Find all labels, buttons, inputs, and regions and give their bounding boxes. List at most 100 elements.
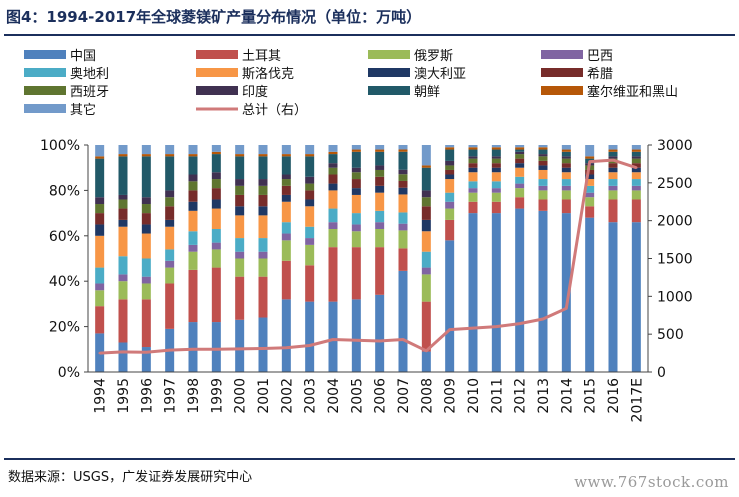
x-tick-label: 2000 [233,378,249,414]
bar-segment [468,158,478,164]
total-point [191,348,195,351]
legend-swatch [368,68,410,77]
bar-segment [375,145,385,150]
bar-segment [235,179,245,186]
bar-segment [608,179,618,186]
bar-segment [305,176,315,184]
bar-segment [305,145,315,155]
bar-segment [305,206,315,227]
bar-segment [585,145,595,157]
bar-segment [398,270,408,372]
bar-segment [631,145,641,150]
bar-segment [375,185,385,193]
total-point [238,347,241,351]
bar-segment [141,145,151,155]
bar-segment [585,197,595,207]
bar-segment [118,199,128,209]
legend-swatch [24,86,66,95]
bar-segment [211,322,221,372]
bar-segment [468,181,478,189]
bar-segment [608,185,618,191]
bar-segment [375,149,385,152]
bar-segment [235,258,245,277]
bar-segment [445,201,455,209]
bar-segment [328,222,338,229]
bar-segment [165,206,175,220]
bar-segment [398,169,408,175]
bar-segment [375,228,385,248]
bar-segment [165,267,175,284]
y-tick-label-left: 80% [49,183,80,199]
x-tick-label: 2002 [279,378,295,414]
bar-segment [188,322,198,372]
total-point [285,346,288,349]
bar-segment [585,185,595,193]
legend-swatch [368,86,410,95]
bar-segment [165,219,175,227]
total-point [308,344,311,347]
total-point [261,347,265,350]
bar-segment [631,179,641,186]
bar-segment [631,163,641,168]
bar-segment [141,224,151,234]
bar-segment [351,145,361,150]
bar-segment [211,188,221,200]
legend-label: 朝鲜 [414,85,440,100]
bar-segment [351,247,361,300]
bar-segment [608,172,618,180]
legend-swatch [24,104,66,113]
bar-segment [561,151,571,157]
bar-segment [258,238,268,252]
bar-segment [491,201,501,214]
bar-segment [118,154,128,157]
bar-segment [561,185,571,191]
bar-segment [538,160,548,166]
bar-segment [351,224,361,232]
bar-segment [141,197,151,205]
legend-label: 澳大利亚 [414,66,466,82]
total-point [168,348,171,352]
bar-segment [211,145,221,152]
bar-segment [631,222,641,372]
y-tick-label-left: 0% [58,365,80,381]
bar-segment [421,267,431,275]
bar-segment [491,213,501,372]
bar-segment [305,244,315,266]
bar-segment [258,317,268,372]
bar-segment [95,145,105,157]
legend-label: 印度 [242,84,268,100]
legend-label: 其它 [70,102,96,118]
legend-label: 西班牙 [70,85,109,100]
bar-segment [305,183,315,191]
bar-segment [328,163,338,168]
bar-segment [445,208,455,220]
bar-segment [165,197,175,207]
legend-swatch [196,68,238,77]
y-tick-label-left: 40% [49,274,80,290]
bar-segment [305,238,315,245]
bar-segment [281,185,291,195]
bar-segment [118,156,128,195]
bar-segment [118,274,128,282]
bar-segment [491,167,501,173]
bar-segment [328,208,338,223]
bar-segment [328,145,338,152]
bar-segment [491,147,501,150]
bar-segment [538,147,548,150]
source-note: 数据来源：USGS，广发证券发展研究中心 [8,470,253,485]
bar-segment [561,156,571,159]
bar-segment [631,172,641,180]
x-tick-label: 2006 [373,378,389,414]
chart-axes: 0% 20% 40% 60% 80% 100% 0 500 1000 1500 2000 2500 30… [40,138,693,422]
bar-segment [515,163,525,168]
bar-segment [375,192,385,211]
bar-segment [515,176,525,184]
total-point [215,348,218,351]
bar-segment [305,154,315,157]
bar-segment [211,199,221,209]
bar-segment [305,156,315,177]
bar-segment [95,204,105,214]
bar-segment [118,256,128,275]
legend-label: 塞尔维亚和黑山 [587,84,678,100]
